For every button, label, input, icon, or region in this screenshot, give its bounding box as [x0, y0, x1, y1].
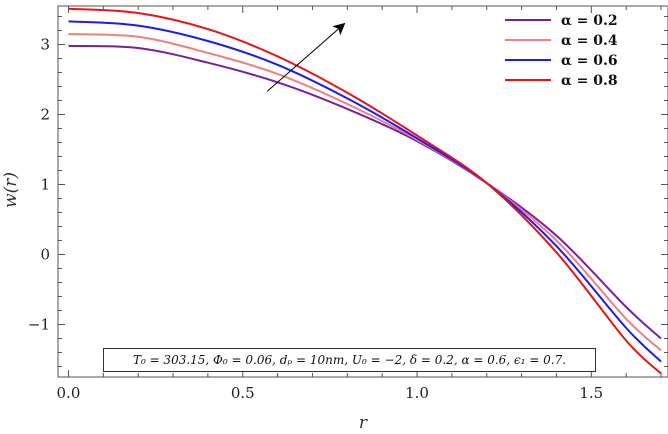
x-tick-label: 1.0 — [405, 384, 429, 402]
series-lines — [68, 7, 662, 375]
y-tick-label: 3 — [40, 36, 50, 54]
x-tick-label: 1.5 — [579, 384, 603, 402]
y-tick-label: −1 — [28, 316, 50, 334]
parameter-box-text: T₀ = 303.15, Φ₀ = 0.06, dₚ = 10nm, U₀ = … — [132, 353, 567, 367]
tick-labels: 0.0 0.5 1.0 1.5 −1 0 1 2 3 — [28, 36, 603, 403]
series-line-3 — [68, 20, 662, 363]
legend-label: α = 0.8 — [561, 73, 618, 89]
legend-label: α = 0.4 — [561, 33, 618, 49]
parameter-box: T₀ = 303.15, Φ₀ = 0.06, dₚ = 10nm, U₀ = … — [103, 348, 596, 372]
x-axis-label: r — [359, 413, 368, 433]
legend-label: α = 0.2 — [561, 13, 618, 29]
plot-frame — [57, 5, 668, 378]
x-tick-label: 0.0 — [57, 384, 81, 402]
series-line-1 — [68, 44, 662, 340]
legend: α = 0.2 α = 0.4 α = 0.6 α = 0.8 — [505, 13, 618, 89]
y-tick-label: 1 — [40, 176, 50, 194]
y-tick-label: 0 — [40, 246, 50, 264]
y-tick-label: 2 — [40, 106, 50, 124]
series-line-4 — [68, 7, 662, 375]
tick-marks — [58, 6, 668, 377]
series-line-2 — [68, 33, 662, 352]
x-tick-label: 0.5 — [231, 384, 255, 402]
y-axis-label: w(r) — [1, 172, 21, 208]
increasing-alpha-arrow — [266, 22, 346, 92]
legend-label: α = 0.6 — [561, 53, 618, 69]
